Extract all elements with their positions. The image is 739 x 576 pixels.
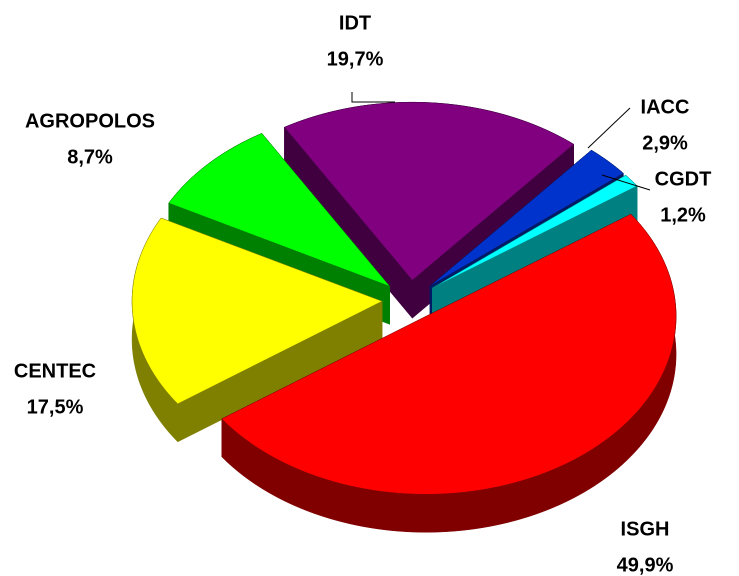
- slice-label: IACC: [641, 96, 690, 118]
- slice: [131, 217, 383, 443]
- leader-line: [601, 174, 651, 191]
- slice-top: [131, 217, 383, 405]
- slice-top: [168, 133, 391, 287]
- slice-label: AGROPOLOS: [25, 110, 155, 132]
- slice-top: [221, 213, 677, 495]
- slice: [221, 213, 677, 533]
- slice-value-label: 2,9%: [642, 132, 688, 154]
- slice-value-label: 19,7%: [327, 48, 384, 70]
- slice-top: [284, 101, 575, 281]
- slice-label: IDT: [339, 12, 371, 34]
- leader-line: [587, 107, 631, 149]
- slice-label: CENTEC: [14, 360, 96, 382]
- slice-value-label: 49,9%: [617, 554, 674, 576]
- slice-top: [429, 149, 624, 287]
- slice-value-label: 17,5%: [27, 396, 84, 418]
- slice-label: CGDT: [655, 168, 712, 190]
- slice-value-label: 1,2%: [660, 204, 706, 226]
- leader-line: [351, 92, 395, 103]
- slice-label: ISGH: [621, 518, 670, 540]
- slice: [284, 101, 575, 319]
- slice-value-label: 8,7%: [67, 146, 113, 168]
